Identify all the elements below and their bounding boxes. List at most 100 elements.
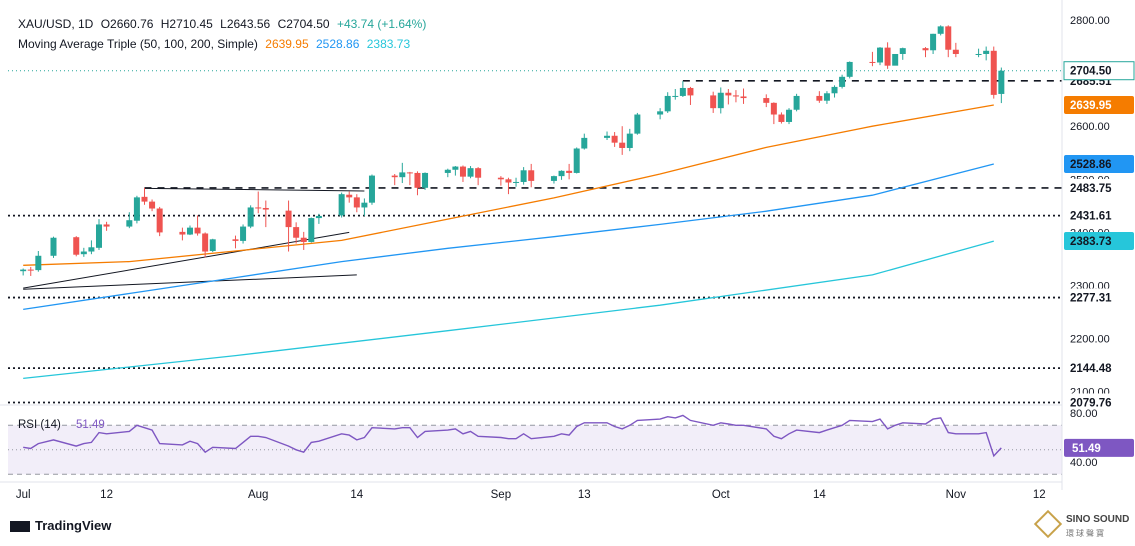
candle-body [573,148,580,173]
candle-body [240,226,247,241]
candle-body [505,179,512,183]
time-tick-label: 12 [1033,489,1046,501]
candle-body [179,231,186,235]
candle-body [194,227,201,234]
rsi-tick-label: 40.00 [1070,457,1098,469]
candle-body [604,135,611,138]
candle-body [285,210,292,228]
level-tag-label: 2277.31 [1070,293,1112,305]
candle-body [717,92,724,109]
level-tag-label: 2079.76 [1070,397,1112,409]
candle-body [611,135,618,143]
rsi-value-tag: 51.49 [1072,443,1101,455]
candle-body [550,176,557,181]
level-tag-bg [1064,393,1134,412]
open-value: O2660.76 [100,17,154,31]
candle-body [406,172,413,174]
diamond-logo-icon [1033,509,1063,539]
ma-line [23,104,994,266]
watermark-line1: SINO SOUND [1066,514,1130,525]
candle-body [293,227,300,238]
ma-legend[interactable]: Moving Average Triple (50, 100, 200, Sim… [18,37,414,51]
candle-body [444,169,451,173]
candle-body [520,170,527,182]
ma-value-tag-bg [1064,154,1134,173]
price-tick-label: 2800.00 [1070,15,1110,27]
price-axis[interactable]: 2800.002700.002600.002500.002400.002300.… [1061,0,1135,490]
candle-body [95,224,102,248]
candle-body [255,207,262,209]
candle-body [88,247,95,252]
ma-label: Moving Average Triple (50, 100, 200, Sim… [18,37,258,51]
moving-averages [23,104,994,380]
ma-value-tag-bg [1064,95,1134,114]
candle-body [452,166,459,170]
candle-body [566,170,573,173]
trendlines[interactable] [23,187,365,290]
candle-body [414,172,421,188]
candle-body [657,111,664,115]
price-tick-label: 2600.00 [1070,121,1110,133]
price-tag: 2704.50 [1070,66,1112,78]
ma-value-tag: 2639.95 [1070,100,1112,112]
change-value: +43.74 (+1.64%) [336,17,427,31]
candle-body [338,194,345,216]
candle-body [35,255,42,271]
candle-body [27,269,34,271]
candle-body [513,181,520,183]
level-tag-bg [1064,206,1134,225]
rsi-label: RSI (14) [18,419,61,431]
candle-body [528,170,535,181]
candle-body [247,207,254,227]
candle-body [149,201,156,209]
rsi-band [8,425,1062,475]
price-tick-label: 2200.00 [1070,334,1110,346]
candle-body [679,87,686,96]
candle-body [725,92,732,96]
tradingview-logo[interactable]: TradingView [10,518,111,533]
rsi-line [23,414,1002,458]
candle-body [126,220,133,227]
candle-body [786,109,793,122]
time-tick-label: 14 [813,489,826,501]
candle-body [391,175,398,178]
candle-body [846,61,853,77]
candle-body [930,33,937,51]
trendline [144,187,365,192]
candle-body [770,102,777,115]
candle-body [186,227,193,235]
time-axis[interactable]: Jul 12 Aug 14 Sep 13 Oct 14 Nov 12 [0,481,1062,501]
candle-body [823,93,830,101]
candle-body [664,95,671,112]
ma200-value: 2383.73 [366,37,411,51]
candle-body [399,172,406,178]
level-tag-bg [1064,359,1134,378]
watermark-line2: 環球聲寶 [1066,529,1106,538]
candle-body [262,207,269,210]
rsi-tick-label: 80.00 [1070,408,1098,420]
candle-body [892,53,899,66]
ma-value-tag: 2528.86 [1070,159,1112,171]
ma100-value: 2528.86 [316,37,360,51]
candle-body [103,224,110,227]
candle-body [156,208,163,233]
sino-sound-watermark: SINO SOUND 環球聲寶 [1033,509,1130,542]
time-tick-label: Aug [248,489,268,501]
candle-body [990,50,997,95]
candle-body [141,196,148,202]
low-value: L2643.56 [220,17,271,31]
rsi-pane: RSI (14) 51.49 [0,404,1062,475]
candle-body [884,47,891,66]
ma-value-tag-bg [1064,232,1134,251]
candle-body [937,26,944,34]
ma-line [23,163,994,311]
candle-body [793,95,800,110]
candle-body [497,177,504,180]
candle-body [20,269,27,272]
brand-label: TradingView [35,518,112,533]
symbol-label[interactable]: XAU/USD, 1D [18,17,94,31]
tradingview-icon [10,521,30,533]
ma-line [23,240,994,380]
candle-body [619,142,626,148]
